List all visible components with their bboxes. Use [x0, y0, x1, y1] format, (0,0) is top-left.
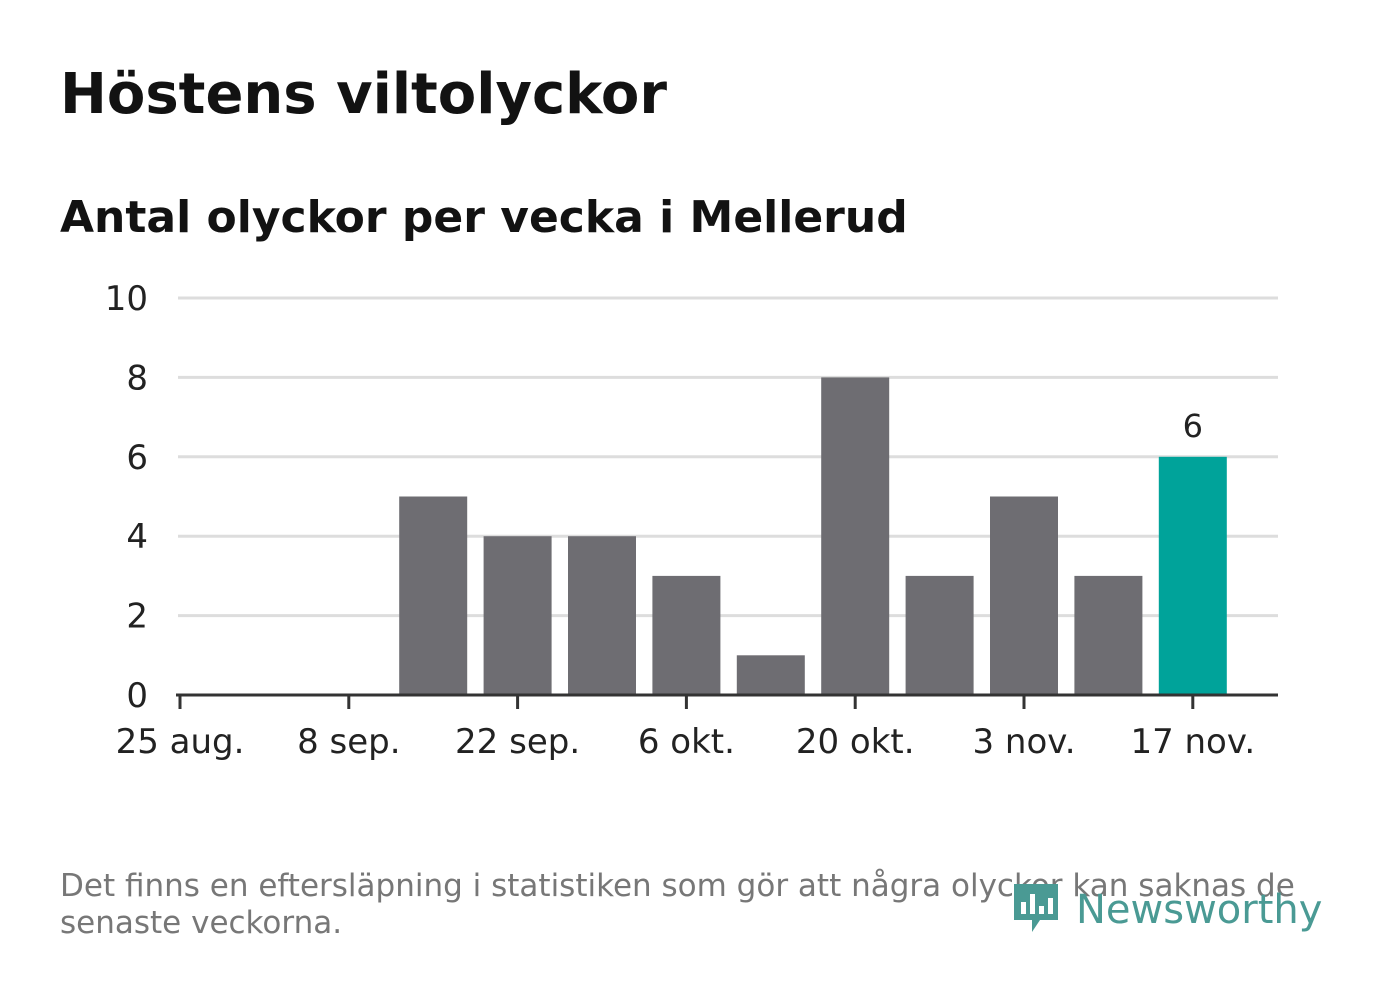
x-tick-label: 20 okt. — [796, 722, 915, 762]
chart-title: Höstens viltolyckor — [60, 62, 667, 127]
y-tick-label: 2 — [126, 597, 148, 637]
newsworthy-logo-icon — [1014, 884, 1058, 932]
y-tick-label: 0 — [126, 676, 148, 716]
x-tick-label: 22 sep. — [455, 722, 580, 762]
bar — [652, 575, 721, 695]
x-tick-label: 8 sep. — [297, 722, 400, 762]
axes — [176, 693, 1278, 709]
bar — [483, 536, 552, 695]
bars — [399, 377, 1227, 695]
bar-value-label: 6 — [1183, 407, 1203, 445]
bar-chart: 0 2 4 6 8 10 6 25 aug. 8 sep. 22 sep. 6 okt. 20 okt… — [105, 279, 1278, 762]
bar — [736, 655, 805, 695]
y-tick-label: 8 — [126, 358, 148, 398]
bar — [821, 377, 890, 695]
x-tick-label: 3 nov. — [972, 722, 1075, 762]
y-tick-label: 4 — [126, 517, 148, 557]
chart-subtitle: Antal olyckor per vecka i Mellerud — [60, 192, 908, 243]
footnote: Det finns en eftersläpning i statistiken… — [60, 868, 1295, 941]
bar — [905, 575, 974, 695]
bar — [568, 536, 636, 695]
y-tick-label: 10 — [105, 279, 148, 319]
bar — [399, 496, 468, 695]
bar — [990, 496, 1058, 695]
x-tick-label: 17 nov. — [1130, 722, 1255, 762]
bar-highlight — [1158, 456, 1227, 695]
newsworthy-logo[interactable]: Newsworthy — [1010, 878, 1322, 942]
labels: 0 2 4 6 8 10 6 25 aug. 8 sep. 22 sep. 6 okt. 20 okt… — [105, 279, 1255, 762]
newsworthy-logo-text: Newsworthy — [1076, 887, 1323, 933]
y-tick-label: 6 — [126, 438, 148, 478]
grid-lines — [178, 296, 1278, 618]
x-tick-label: 6 okt. — [638, 722, 735, 762]
bar — [1074, 575, 1143, 695]
x-tick-label: 25 aug. — [116, 722, 245, 762]
